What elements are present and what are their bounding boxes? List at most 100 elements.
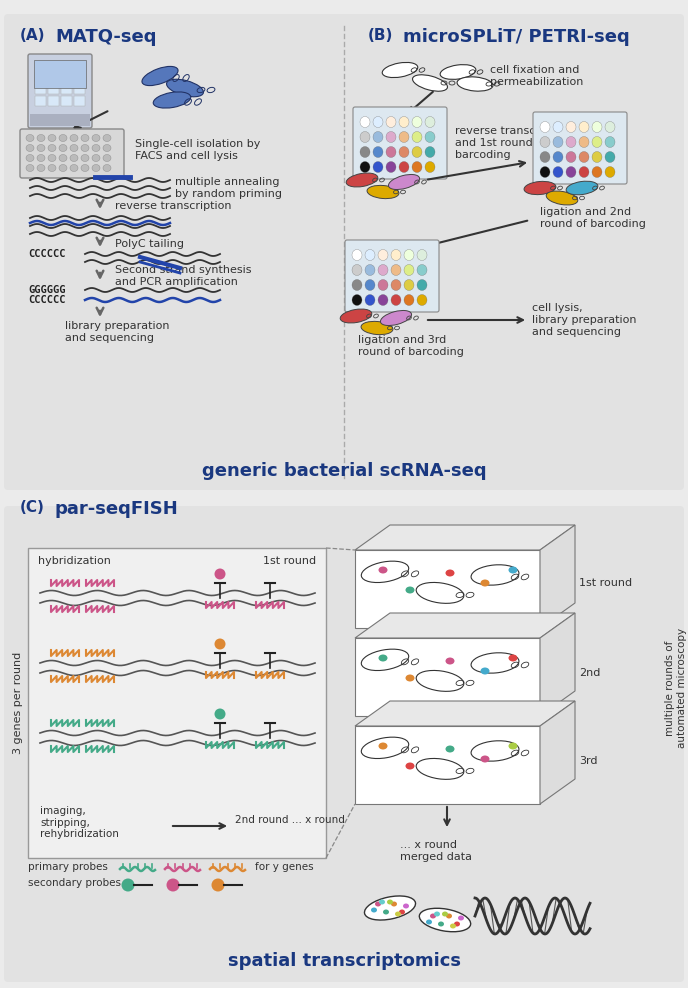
Polygon shape bbox=[540, 613, 575, 716]
Ellipse shape bbox=[386, 146, 396, 157]
Ellipse shape bbox=[70, 164, 78, 172]
Ellipse shape bbox=[81, 144, 89, 151]
Ellipse shape bbox=[352, 265, 362, 276]
Ellipse shape bbox=[566, 151, 576, 162]
Text: generic bacterial scRNA-seq: generic bacterial scRNA-seq bbox=[202, 462, 486, 480]
Ellipse shape bbox=[391, 250, 401, 261]
Ellipse shape bbox=[378, 280, 388, 290]
Ellipse shape bbox=[399, 146, 409, 157]
Ellipse shape bbox=[442, 912, 448, 917]
Ellipse shape bbox=[391, 294, 401, 305]
Bar bbox=[35, 84, 46, 94]
Ellipse shape bbox=[59, 154, 67, 161]
Ellipse shape bbox=[37, 154, 45, 161]
Ellipse shape bbox=[142, 66, 178, 86]
Ellipse shape bbox=[592, 122, 602, 132]
Ellipse shape bbox=[166, 878, 180, 891]
FancyBboxPatch shape bbox=[4, 506, 684, 982]
Ellipse shape bbox=[471, 741, 519, 761]
Ellipse shape bbox=[373, 131, 383, 142]
Ellipse shape bbox=[446, 914, 452, 919]
Ellipse shape bbox=[383, 62, 418, 78]
Polygon shape bbox=[355, 550, 540, 628]
Text: secondary probes: secondary probes bbox=[28, 878, 121, 888]
Ellipse shape bbox=[404, 294, 414, 305]
Ellipse shape bbox=[440, 64, 476, 79]
Ellipse shape bbox=[592, 167, 602, 178]
Ellipse shape bbox=[215, 568, 226, 580]
Text: 2nd round ... x round: 2nd round ... x round bbox=[235, 815, 345, 825]
Ellipse shape bbox=[592, 151, 602, 162]
Text: ligation and 3rd
round of barcoding: ligation and 3rd round of barcoding bbox=[358, 335, 464, 357]
Ellipse shape bbox=[399, 910, 405, 915]
Text: cell fixation and
permeabilization: cell fixation and permeabilization bbox=[490, 65, 583, 87]
Text: 2nd: 2nd bbox=[579, 668, 601, 678]
Polygon shape bbox=[355, 638, 540, 716]
Ellipse shape bbox=[365, 280, 375, 290]
Ellipse shape bbox=[26, 164, 34, 172]
Ellipse shape bbox=[417, 280, 427, 290]
Ellipse shape bbox=[438, 922, 444, 927]
Ellipse shape bbox=[425, 161, 435, 173]
Ellipse shape bbox=[365, 896, 416, 920]
Polygon shape bbox=[540, 525, 575, 628]
Text: 1st round: 1st round bbox=[579, 578, 632, 588]
Ellipse shape bbox=[579, 122, 589, 132]
Ellipse shape bbox=[471, 565, 519, 585]
Ellipse shape bbox=[471, 653, 519, 673]
Ellipse shape bbox=[605, 167, 615, 178]
Ellipse shape bbox=[395, 912, 401, 917]
Ellipse shape bbox=[166, 79, 204, 97]
Ellipse shape bbox=[425, 146, 435, 157]
Ellipse shape bbox=[508, 654, 517, 662]
Ellipse shape bbox=[26, 144, 34, 151]
Bar bbox=[48, 96, 59, 106]
Text: GGGGGG: GGGGGG bbox=[28, 285, 65, 295]
Text: (B): (B) bbox=[368, 28, 394, 43]
Ellipse shape bbox=[340, 309, 372, 323]
Bar bbox=[74, 96, 85, 106]
Polygon shape bbox=[355, 701, 575, 726]
Ellipse shape bbox=[425, 117, 435, 127]
Ellipse shape bbox=[373, 161, 383, 173]
Text: for y genes: for y genes bbox=[255, 862, 314, 872]
Bar bbox=[61, 72, 72, 82]
Text: Second strand synthesis
and PCR amplification: Second strand synthesis and PCR amplific… bbox=[115, 265, 252, 287]
Ellipse shape bbox=[416, 759, 464, 780]
Ellipse shape bbox=[389, 175, 420, 190]
Text: multiple rounds of
automated microscopy: multiple rounds of automated microscopy bbox=[665, 628, 687, 748]
Ellipse shape bbox=[81, 164, 89, 172]
Ellipse shape bbox=[379, 899, 385, 904]
Ellipse shape bbox=[540, 122, 550, 132]
FancyBboxPatch shape bbox=[345, 240, 439, 312]
Ellipse shape bbox=[480, 580, 489, 587]
Ellipse shape bbox=[122, 878, 134, 891]
Ellipse shape bbox=[59, 144, 67, 151]
Bar bbox=[48, 72, 59, 82]
Ellipse shape bbox=[446, 657, 455, 665]
Ellipse shape bbox=[365, 265, 375, 276]
Ellipse shape bbox=[417, 250, 427, 261]
Ellipse shape bbox=[26, 134, 34, 141]
Ellipse shape bbox=[579, 151, 589, 162]
Polygon shape bbox=[540, 701, 575, 804]
Ellipse shape bbox=[70, 144, 78, 151]
Ellipse shape bbox=[365, 250, 375, 261]
FancyBboxPatch shape bbox=[28, 548, 326, 858]
Ellipse shape bbox=[458, 916, 464, 921]
Ellipse shape bbox=[380, 310, 411, 325]
Ellipse shape bbox=[553, 122, 563, 132]
Ellipse shape bbox=[454, 922, 460, 927]
Ellipse shape bbox=[387, 899, 393, 904]
Ellipse shape bbox=[579, 167, 589, 178]
Ellipse shape bbox=[412, 131, 422, 142]
Bar bbox=[61, 96, 72, 106]
Ellipse shape bbox=[365, 294, 375, 305]
Ellipse shape bbox=[103, 134, 111, 141]
Ellipse shape bbox=[524, 182, 556, 195]
Text: reverse transcription: reverse transcription bbox=[115, 201, 231, 211]
Ellipse shape bbox=[59, 134, 67, 141]
Ellipse shape bbox=[367, 186, 399, 199]
Ellipse shape bbox=[566, 136, 576, 147]
Ellipse shape bbox=[48, 144, 56, 151]
